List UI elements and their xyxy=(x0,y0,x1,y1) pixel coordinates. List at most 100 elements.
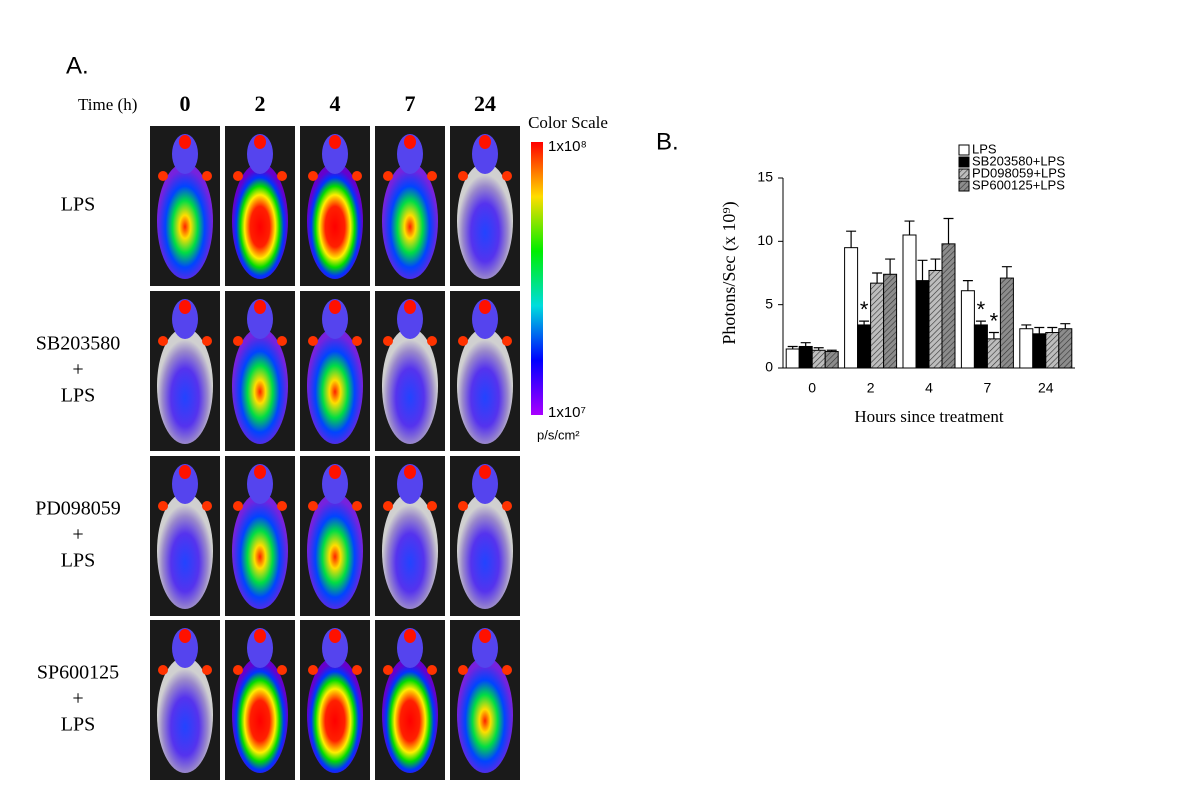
x-tick-label: 2 xyxy=(867,380,875,396)
mouse-body xyxy=(382,163,438,279)
mouse-paw xyxy=(352,171,362,181)
mouse-body xyxy=(382,657,438,773)
legend-label: PD098059+LPS xyxy=(972,165,1066,180)
error-bar xyxy=(930,258,941,271)
mouse-paw xyxy=(502,336,512,346)
mouse-nose xyxy=(329,465,341,479)
x-tick-label: 4 xyxy=(925,380,933,396)
row-label: SP600125 xyxy=(37,662,119,684)
mouse-paw xyxy=(308,171,318,181)
mouse-head xyxy=(397,628,423,668)
panel-label: A. xyxy=(66,52,89,79)
row-label: LPS xyxy=(61,194,95,216)
bar xyxy=(902,234,917,369)
panel-label: B. xyxy=(656,128,679,155)
mouse-head xyxy=(247,134,273,174)
mouse-head xyxy=(322,464,348,504)
bar xyxy=(973,324,988,369)
error-bar xyxy=(813,347,824,351)
error-bar xyxy=(787,345,798,349)
row-label: LPS xyxy=(61,714,95,736)
legend-label: SP600125+LPS xyxy=(972,177,1065,192)
bar xyxy=(1032,333,1047,369)
bar xyxy=(824,351,839,369)
mouse-paw xyxy=(277,665,287,675)
mouse-body xyxy=(457,328,513,444)
x-axis-label: Hours since treatment xyxy=(854,407,1003,426)
error-bar xyxy=(872,272,883,284)
bar xyxy=(1058,328,1073,369)
mouse-paw xyxy=(277,336,287,346)
mouse-paw xyxy=(158,665,168,675)
mouse-head xyxy=(247,628,273,668)
bar xyxy=(1019,328,1034,369)
mouse-body xyxy=(232,493,288,609)
mouse-paw xyxy=(202,171,212,181)
error-bar xyxy=(800,342,811,347)
error-bar xyxy=(1047,326,1058,333)
row-label: LPS xyxy=(61,385,95,407)
y-tick-label: 15 xyxy=(757,169,773,185)
mouse-body xyxy=(307,493,363,609)
legend-swatch xyxy=(958,144,970,156)
mouse-body xyxy=(157,657,213,773)
mouse-body xyxy=(157,163,213,279)
legend-label: LPS xyxy=(972,141,997,156)
y-axis-label: Photons/Sec (x 10⁹) xyxy=(719,201,740,344)
bar xyxy=(883,273,898,369)
row-label: SB203580 xyxy=(36,333,120,355)
mouse-paw xyxy=(308,501,318,511)
mouse-paw xyxy=(308,336,318,346)
mouse-paw xyxy=(202,336,212,346)
mouse-nose xyxy=(254,465,266,479)
mouse-paw xyxy=(458,665,468,675)
mouse-nose xyxy=(179,135,191,149)
significance-mark: * xyxy=(977,297,986,322)
mouse-paw xyxy=(277,171,287,181)
mouse-paw xyxy=(458,501,468,511)
bar xyxy=(960,290,975,369)
mouse-body xyxy=(157,493,213,609)
mouse-nose xyxy=(179,629,191,643)
error-bar xyxy=(885,258,896,275)
error-bar xyxy=(904,220,915,235)
row-label: PD098059 xyxy=(35,498,121,520)
error-bar xyxy=(846,230,857,248)
mouse-head xyxy=(322,134,348,174)
mouse-nose xyxy=(479,300,491,314)
mouse-paw xyxy=(352,665,362,675)
error-bar xyxy=(1001,266,1012,279)
mouse-nose xyxy=(404,135,416,149)
x-tick-label: 24 xyxy=(1038,380,1054,396)
bar xyxy=(811,349,826,369)
mouse-body xyxy=(457,163,513,279)
mouse-body xyxy=(232,657,288,773)
mouse-paw xyxy=(383,336,393,346)
error-bar xyxy=(826,349,837,352)
mouse-nose xyxy=(479,629,491,643)
mouse-nose xyxy=(254,629,266,643)
mouse-body xyxy=(382,328,438,444)
mouse-head xyxy=(172,464,198,504)
legend-swatch xyxy=(958,180,970,192)
mouse-nose xyxy=(329,629,341,643)
mouse-paw xyxy=(233,171,243,181)
bar-chart: Photons/Sec (x 10⁹) Hours since treatment… xyxy=(719,141,1075,426)
mouse-nose xyxy=(479,465,491,479)
error-bar xyxy=(859,320,870,325)
mouse-head xyxy=(472,464,498,504)
mouse-paw xyxy=(383,501,393,511)
mouse-paw xyxy=(352,336,362,346)
mouse-head xyxy=(172,628,198,668)
mouse-paw xyxy=(158,336,168,346)
error-bar xyxy=(1034,326,1045,334)
mouse-paw xyxy=(158,171,168,181)
row-label: LPS xyxy=(61,550,95,572)
bar xyxy=(844,247,859,369)
bar xyxy=(798,345,813,369)
mouse-head xyxy=(247,299,273,339)
mouse-body xyxy=(157,328,213,444)
mouse-paw xyxy=(233,665,243,675)
significance-mark: * xyxy=(990,308,999,333)
